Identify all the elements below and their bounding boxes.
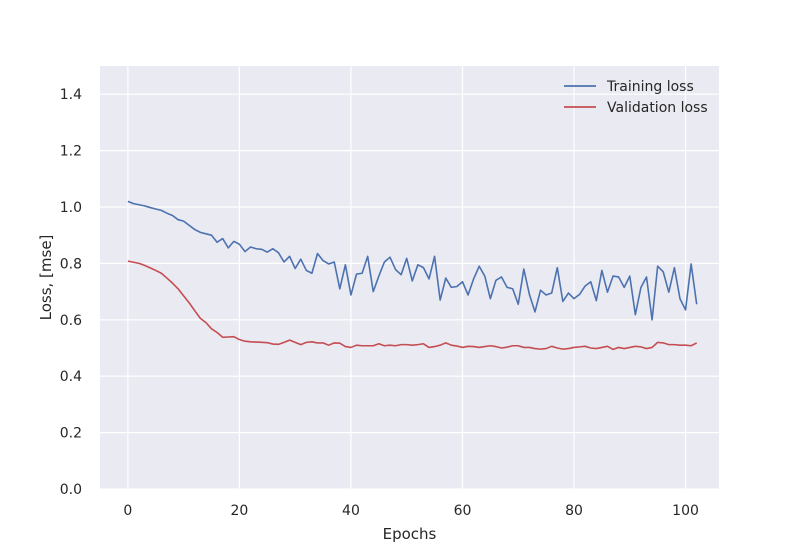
training-loss-line xyxy=(127,200,698,321)
y-tick-label: 0.6 xyxy=(60,313,82,329)
series-group xyxy=(127,200,698,351)
x-tick-label: 80 xyxy=(565,503,583,519)
legend-label: Training loss xyxy=(606,79,694,95)
x-tick-label: 20 xyxy=(231,503,249,519)
x-tick-label: 100 xyxy=(672,503,699,519)
x-tick-labels: 0 20 40 60 80 100 xyxy=(123,503,698,519)
x-axis-label: Epochs xyxy=(383,525,437,543)
y-tick-label: 0.0 xyxy=(60,482,82,498)
x-tick-label: 0 xyxy=(123,503,132,519)
y-tick-label: 0.2 xyxy=(60,426,82,442)
y-tick-label: 0.8 xyxy=(60,256,82,272)
y-tick-label: 1.0 xyxy=(60,200,82,216)
legend-label: Validation loss xyxy=(607,100,708,116)
grid-lines xyxy=(100,66,719,490)
y-axis-label: Loss, [mse] xyxy=(37,235,55,321)
plot-area xyxy=(100,66,719,489)
y-tick-label: 1.2 xyxy=(60,144,82,160)
x-tick-label: 60 xyxy=(454,503,472,519)
y-tick-labels: 0.0 0.2 0.4 0.6 0.8 1.0 1.2 1.4 xyxy=(60,87,82,498)
y-tick-label: 0.4 xyxy=(60,369,82,385)
validation-loss-line xyxy=(127,260,698,351)
legend: Training loss Validation loss xyxy=(564,79,708,116)
x-tick-label: 40 xyxy=(342,503,360,519)
y-tick-label: 1.4 xyxy=(60,87,82,103)
